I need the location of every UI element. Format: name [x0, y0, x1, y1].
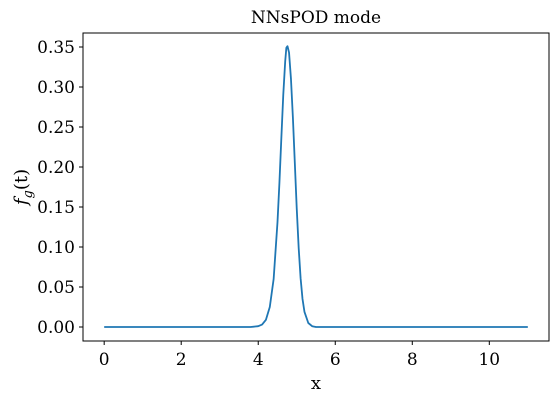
x-tick-label-3: 6 [330, 350, 341, 370]
x-tick-label-4: 8 [407, 350, 418, 370]
x-tick-label-1: 2 [176, 350, 187, 370]
x-tick-label-2: 4 [253, 350, 264, 370]
plot-area [82, 32, 550, 342]
y-axis-label-argument: (t) [11, 169, 32, 190]
plot-frame [82, 32, 550, 342]
y-axis-label-subscript: g [21, 190, 36, 198]
y-tick-label-3: 0.15 [37, 198, 75, 218]
y-tick-label-7: 0.35 [37, 38, 75, 58]
series-line-0 [104, 45, 528, 328]
x-tick-label-0: 0 [99, 350, 110, 370]
y-tick-label-2: 0.10 [37, 238, 75, 258]
x-axis-label: x [311, 373, 321, 394]
y-tick-label-5: 0.25 [37, 118, 75, 138]
y-tick-label-0: 0.00 [37, 318, 75, 338]
chart-title: NNsPOD mode [251, 8, 381, 28]
y-tick-label-6: 0.30 [37, 78, 75, 98]
x-axis-ticks: 0 2 4 6 8 10 [99, 341, 500, 370]
y-tick-label-4: 0.20 [37, 158, 75, 178]
y-tick-label-1: 0.05 [37, 278, 75, 298]
x-tick-label-5: 10 [478, 350, 500, 370]
y-axis-ticks: 0.00 0.05 0.10 0.15 0.20 0.25 0.30 0.35 [37, 38, 83, 338]
